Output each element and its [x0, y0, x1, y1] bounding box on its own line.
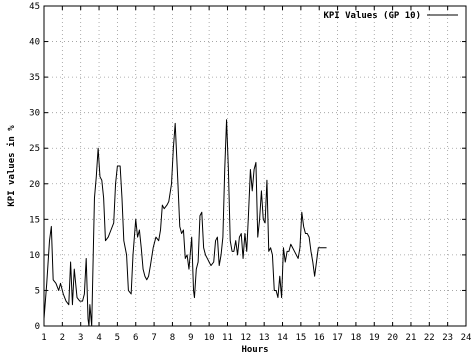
x-axis-label: Hours: [241, 345, 268, 355]
legend: KPI Values (GP 10): [323, 11, 458, 21]
x-tick-label: 2: [60, 333, 65, 343]
y-tick-label: 0: [35, 322, 40, 332]
x-tick-label: 8: [170, 333, 175, 343]
x-axis: 1 2 3 4 5 6 7 8 9 10 11 12 13 14 15 16 17 18 19 20 21 22 23 24: [41, 6, 471, 343]
x-tick-label: 5: [115, 333, 120, 343]
x-tick-label: 6: [133, 333, 138, 343]
x-tick-label: 20: [387, 333, 398, 343]
x-tick-label: 13: [259, 333, 270, 343]
y-axis-label: KPI values in %: [6, 125, 17, 207]
series-layer: [43, 119, 327, 327]
x-tick-label: 7: [151, 333, 156, 343]
x-tick-label: 19: [369, 333, 380, 343]
x-tick-label: 3: [78, 333, 83, 343]
y-tick-label: 20: [29, 180, 40, 190]
x-tick-label: 12: [240, 333, 251, 343]
y-axis: 0 5 10 15 20 25 30 35 40 45: [29, 2, 466, 332]
x-tick-label: 1: [41, 333, 46, 343]
y-tick-label: 40: [29, 38, 40, 48]
y-tick-label: 25: [29, 144, 40, 154]
x-tick-label: 10: [204, 333, 215, 343]
x-tick-label: 18: [350, 333, 361, 343]
y-tick-label: 45: [29, 2, 40, 12]
x-tick-label: 21: [406, 333, 417, 343]
x-tick-label: 22: [424, 333, 435, 343]
x-tick-label: 11: [222, 333, 233, 343]
y-tick-label: 10: [29, 251, 40, 261]
x-tick-label: 17: [332, 333, 343, 343]
x-tick-label: 23: [442, 333, 453, 343]
x-tick-label: 9: [188, 333, 193, 343]
plot-frame: [43, 5, 467, 327]
legend-label: KPI Values (GP 10): [323, 11, 421, 21]
series-line: [43, 119, 327, 327]
y-tick-label: 35: [29, 73, 40, 83]
x-tick-label: 16: [314, 333, 325, 343]
y-tick-label: 15: [29, 215, 40, 225]
x-tick-label: 15: [295, 333, 306, 343]
x-tick-label: 24: [461, 333, 472, 343]
x-tick-label: 14: [277, 333, 288, 343]
y-tick-label: 30: [29, 109, 40, 119]
x-tick-label: 4: [96, 333, 101, 343]
y-tick-label: 5: [35, 286, 40, 296]
